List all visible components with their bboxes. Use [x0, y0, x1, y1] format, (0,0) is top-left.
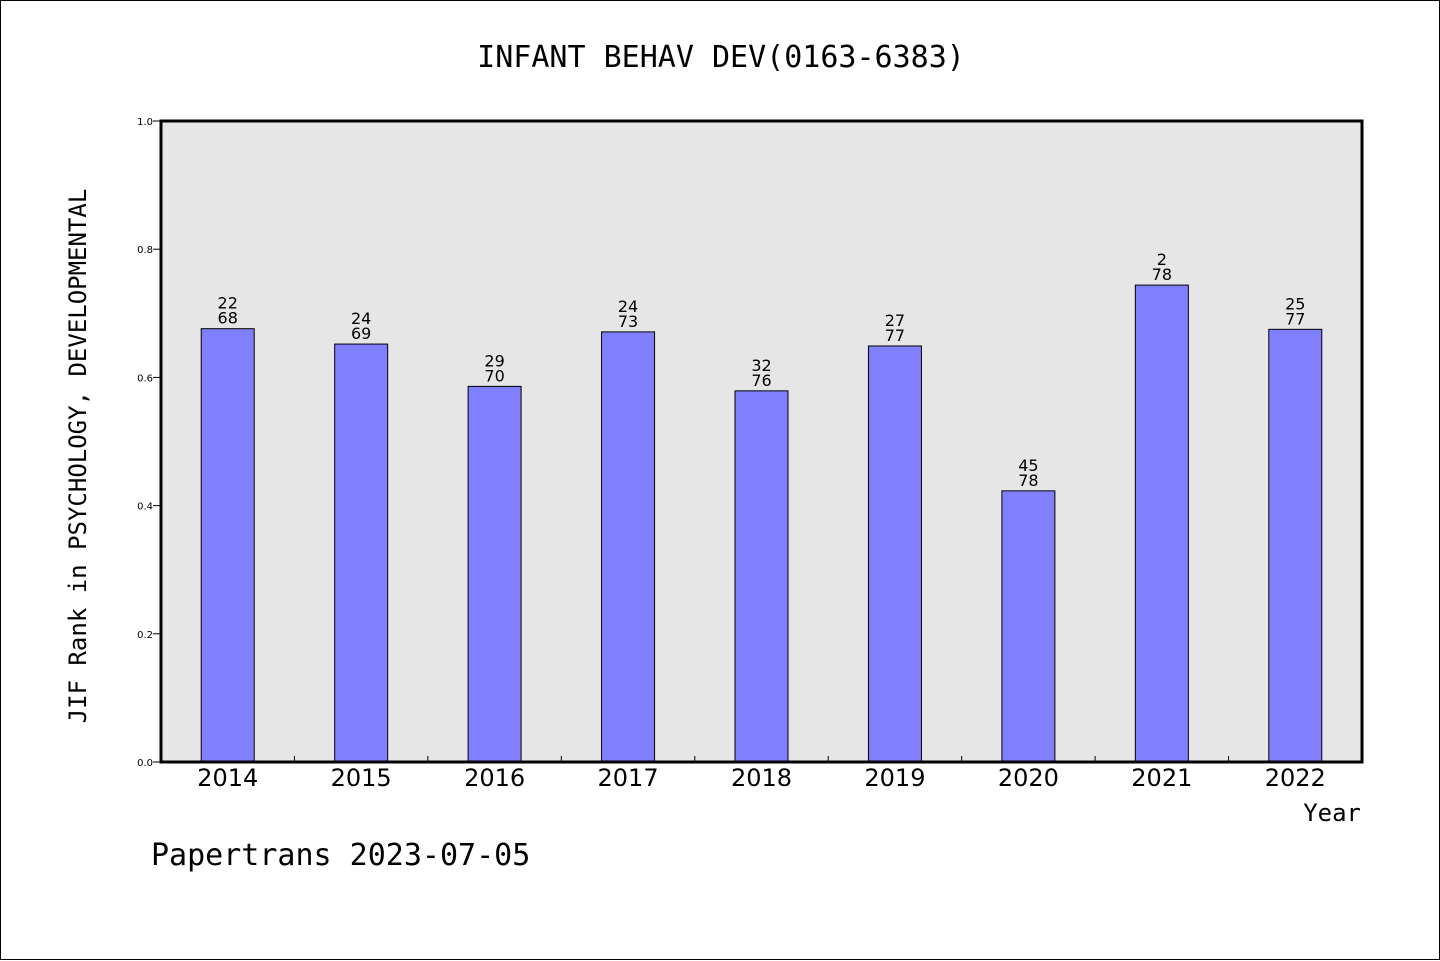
- bar: [1001, 490, 1056, 763]
- y-axis-ticks: 0.0 0.2 0.4 0.6 0.8 1.0: [137, 117, 161, 769]
- y-tick-label: 0.6: [137, 373, 153, 384]
- data-label-rank: 24: [618, 297, 638, 316]
- data-label-total: 78: [1152, 265, 1172, 284]
- x-tick-label: 2017: [598, 764, 659, 792]
- x-tick-label: 2020: [998, 764, 1059, 792]
- data-label-rank: 32: [751, 356, 771, 375]
- bar: [467, 385, 522, 763]
- bar: [867, 345, 922, 763]
- x-tick-label: 2019: [864, 764, 925, 792]
- x-axis-label: Year: [1303, 799, 1361, 827]
- bar: [734, 390, 789, 763]
- x-axis-ticks: 2014 2015 2016 2017 2018 2019 2020 2021 2022: [197, 756, 1326, 792]
- bar: [601, 331, 656, 763]
- data-label-total: 77: [885, 326, 905, 345]
- data-label-rank: 25: [1285, 294, 1305, 313]
- bar: [200, 328, 255, 763]
- x-tick-label: 2018: [731, 764, 792, 792]
- data-label-rank: 2: [1157, 250, 1167, 269]
- x-tick-label: 2014: [197, 764, 258, 792]
- data-label-total: 77: [1285, 309, 1305, 328]
- data-label-total: 78: [1018, 471, 1038, 490]
- bar: [334, 343, 389, 763]
- footer-credit: Papertrans 2023-07-05: [151, 838, 530, 873]
- x-tick-label: 2015: [331, 764, 392, 792]
- plot-border: [159, 119, 1364, 764]
- data-label-rank: 24: [351, 309, 371, 328]
- x-tick-label: 2022: [1265, 764, 1326, 792]
- bars: [200, 284, 1323, 763]
- y-tick-label: 0.8: [137, 245, 153, 256]
- y-tick-label: 0.2: [137, 630, 153, 641]
- data-label-rank: 29: [484, 351, 504, 370]
- data-label-total: 68: [218, 309, 238, 328]
- data-label-rank: 22: [218, 294, 238, 313]
- x-tick-label: 2021: [1131, 764, 1192, 792]
- data-label-total: 69: [351, 324, 371, 343]
- x-tick-label: 2016: [464, 764, 525, 792]
- y-tick-label: 0.4: [137, 502, 153, 513]
- data-label-rank: 27: [885, 311, 905, 330]
- data-label-total: 70: [484, 366, 504, 385]
- chart-title: INFANT BEHAV DEV(0163-6383): [477, 40, 965, 75]
- bar: [1134, 284, 1189, 763]
- data-label-total: 73: [618, 312, 638, 331]
- y-tick-label: 0.0: [137, 758, 153, 769]
- data-label-total: 76: [751, 371, 771, 390]
- bar: [1268, 328, 1323, 763]
- y-tick-label: 1.0: [137, 117, 153, 128]
- y-axis-label: JIF Rank in PSYCHOLOGY, DEVELOPMENTAL: [64, 189, 92, 724]
- data-label-rank: 45: [1018, 456, 1038, 475]
